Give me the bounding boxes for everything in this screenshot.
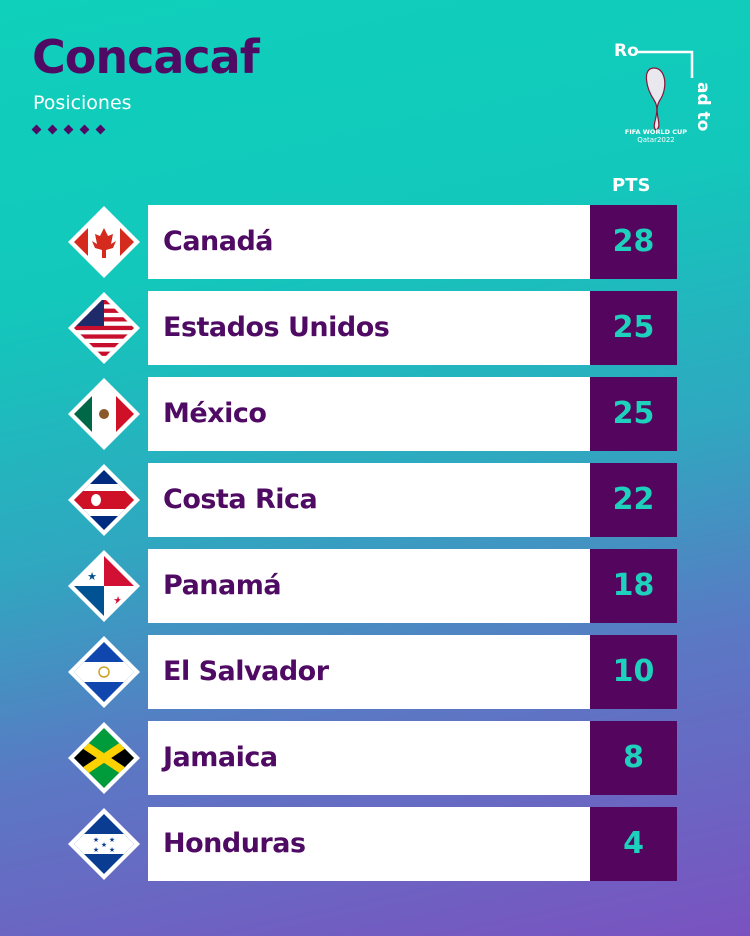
standings-row: Jamaica 8: [0, 721, 750, 795]
mexico-flag-icon: [68, 378, 140, 450]
team-name: Panamá: [163, 570, 282, 601]
team-name: Jamaica: [163, 742, 278, 773]
svg-text:FIFA WORLD CUP: FIFA WORLD CUP: [625, 128, 687, 136]
svg-text:Qatar2022: Qatar2022: [637, 136, 675, 144]
page-subtitle: Posiciones: [33, 92, 132, 114]
svg-text:★: ★: [109, 836, 115, 844]
road-to-qatar-logo: Ro ad to FIFA WORLD CUP Qatar2022: [612, 38, 722, 158]
usa-flag-icon: [68, 292, 140, 364]
standings-row: Canadá 28: [0, 205, 750, 279]
svg-text:★: ★: [87, 570, 97, 583]
page-title: Concacaf: [32, 30, 260, 84]
team-points: 22: [590, 463, 677, 537]
team-bar: México: [148, 377, 590, 451]
honduras-flag-icon: ★ ★ ★ ★ ★: [68, 808, 140, 880]
team-bar: Estados Unidos: [148, 291, 590, 365]
team-name: Honduras: [163, 828, 306, 859]
team-name: El Salvador: [163, 656, 329, 687]
svg-text:★: ★: [109, 846, 115, 854]
team-points: 25: [590, 291, 677, 365]
svg-text:★: ★: [93, 836, 99, 844]
team-name: México: [163, 398, 267, 429]
svg-text:Ro: Ro: [614, 41, 639, 61]
team-points: 28: [590, 205, 677, 279]
standings-row: Estados Unidos 25: [0, 291, 750, 365]
team-points: 4: [590, 807, 677, 881]
standings-row: ★ ★ ★ ★ ★ Honduras 4: [0, 807, 750, 881]
svg-text:★: ★: [93, 846, 99, 854]
team-name: Estados Unidos: [163, 312, 390, 343]
team-bar: El Salvador: [148, 635, 590, 709]
canada-flag-icon: [68, 206, 140, 278]
team-name: Costa Rica: [163, 484, 318, 515]
team-bar: Honduras: [148, 807, 590, 881]
team-points: 18: [590, 549, 677, 623]
costa-rica-flag-icon: [68, 464, 140, 536]
team-points: 10: [590, 635, 677, 709]
panama-flag-icon: ★ ★: [68, 550, 140, 622]
team-points: 8: [590, 721, 677, 795]
jamaica-flag-icon: [68, 722, 140, 794]
standings-row: ★ ★ Panamá 18: [0, 549, 750, 623]
svg-text:★: ★: [113, 594, 123, 607]
el-salvador-flag-icon: [68, 636, 140, 708]
decorative-dots: [31, 124, 106, 135]
svg-text:★: ★: [101, 841, 107, 849]
standings-row: Costa Rica 22: [0, 463, 750, 537]
team-bar: Jamaica: [148, 721, 590, 795]
team-name: Canadá: [163, 226, 274, 257]
team-bar: Canadá: [148, 205, 590, 279]
standings-row: México 25: [0, 377, 750, 451]
standings-row: El Salvador 10: [0, 635, 750, 709]
team-points: 25: [590, 377, 677, 451]
team-bar: Panamá: [148, 549, 590, 623]
points-column-header: PTS: [612, 175, 651, 196]
team-bar: Costa Rica: [148, 463, 590, 537]
svg-text:ad to: ad to: [693, 82, 713, 131]
